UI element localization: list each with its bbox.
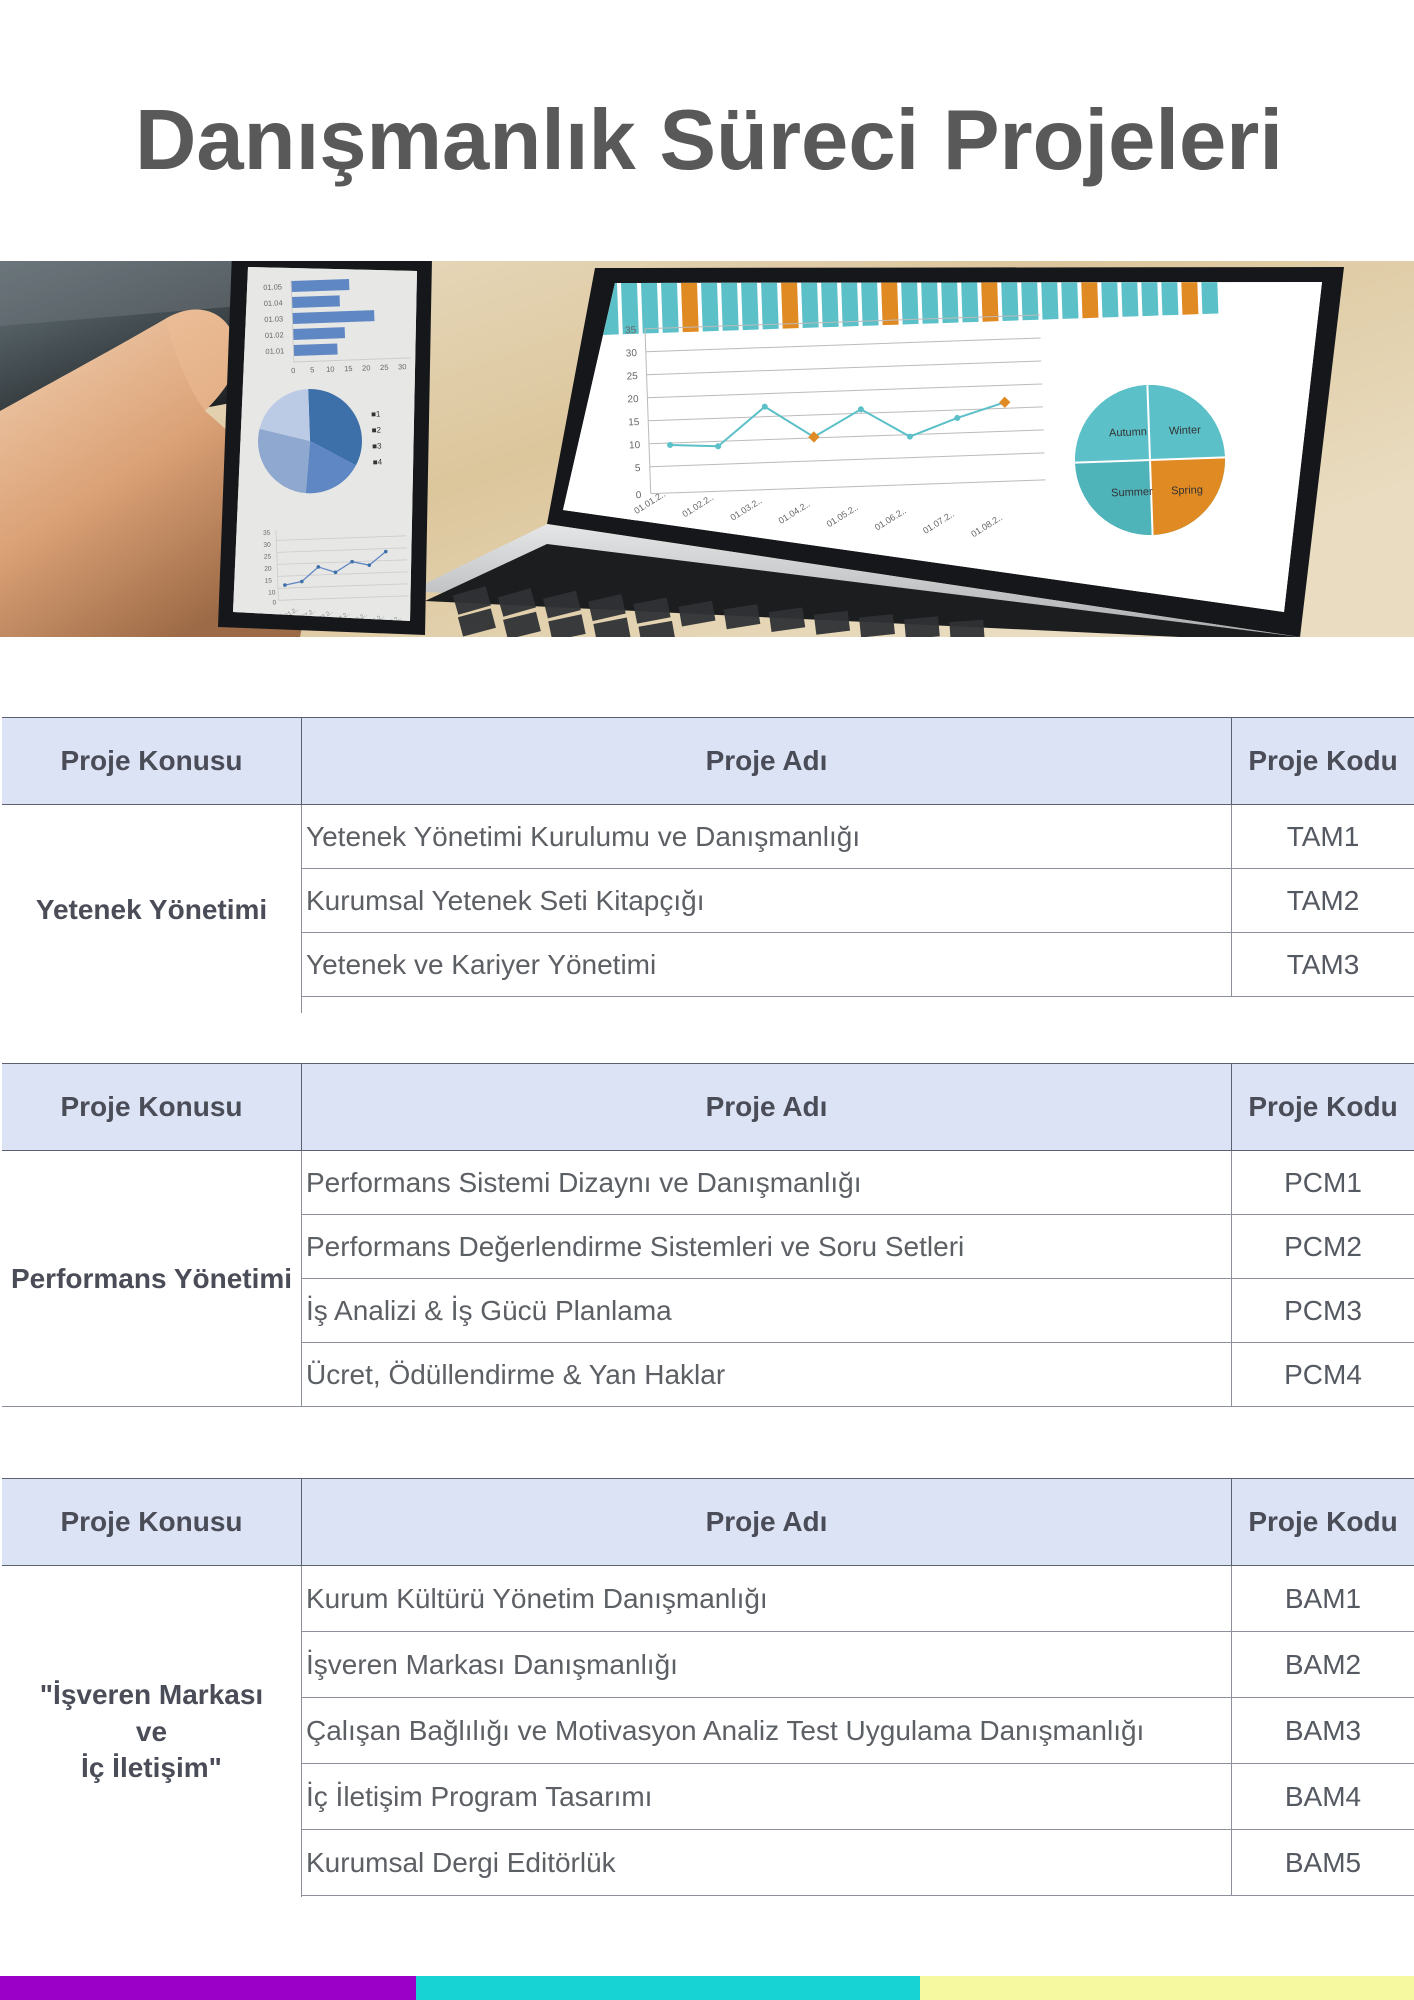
- svg-text:■1: ■1: [371, 410, 381, 419]
- svg-text:■2: ■2: [372, 426, 382, 435]
- svg-text:5: 5: [310, 365, 314, 374]
- svg-text:15: 15: [628, 417, 640, 428]
- svg-text:25: 25: [626, 371, 638, 382]
- svg-text:25: 25: [264, 554, 272, 561]
- svg-text:5: 5: [635, 463, 641, 474]
- svg-text:01.04: 01.04: [264, 298, 283, 308]
- svg-text:Autumn: Autumn: [1109, 426, 1147, 439]
- svg-text:0: 0: [636, 490, 642, 501]
- svg-text:10: 10: [268, 589, 276, 596]
- svg-text:10: 10: [629, 440, 641, 451]
- svg-text:0: 0: [291, 366, 295, 375]
- svg-text:■4: ■4: [373, 457, 383, 466]
- svg-text:■3: ■3: [372, 441, 382, 450]
- svg-text:30: 30: [398, 362, 407, 371]
- svg-text:15: 15: [265, 578, 273, 585]
- svg-text:30: 30: [263, 542, 271, 549]
- svg-text:01.05: 01.05: [263, 282, 282, 292]
- svg-text:30: 30: [626, 348, 638, 359]
- svg-text:15: 15: [344, 364, 353, 373]
- svg-text:20: 20: [627, 394, 639, 405]
- svg-text:01.01: 01.01: [265, 346, 284, 356]
- svg-text:20: 20: [362, 363, 371, 372]
- svg-text:Summer: Summer: [1111, 486, 1153, 499]
- svg-text:Winter: Winter: [1169, 424, 1202, 437]
- svg-text:01.03: 01.03: [264, 314, 283, 324]
- svg-text:0: 0: [272, 599, 276, 606]
- svg-text:Spring: Spring: [1171, 484, 1203, 497]
- svg-text:35: 35: [625, 325, 637, 336]
- svg-text:01.02: 01.02: [265, 330, 284, 340]
- svg-text:10: 10: [326, 365, 335, 374]
- svg-text:25: 25: [380, 363, 389, 372]
- svg-text:35: 35: [263, 530, 271, 537]
- svg-text:20: 20: [264, 566, 272, 573]
